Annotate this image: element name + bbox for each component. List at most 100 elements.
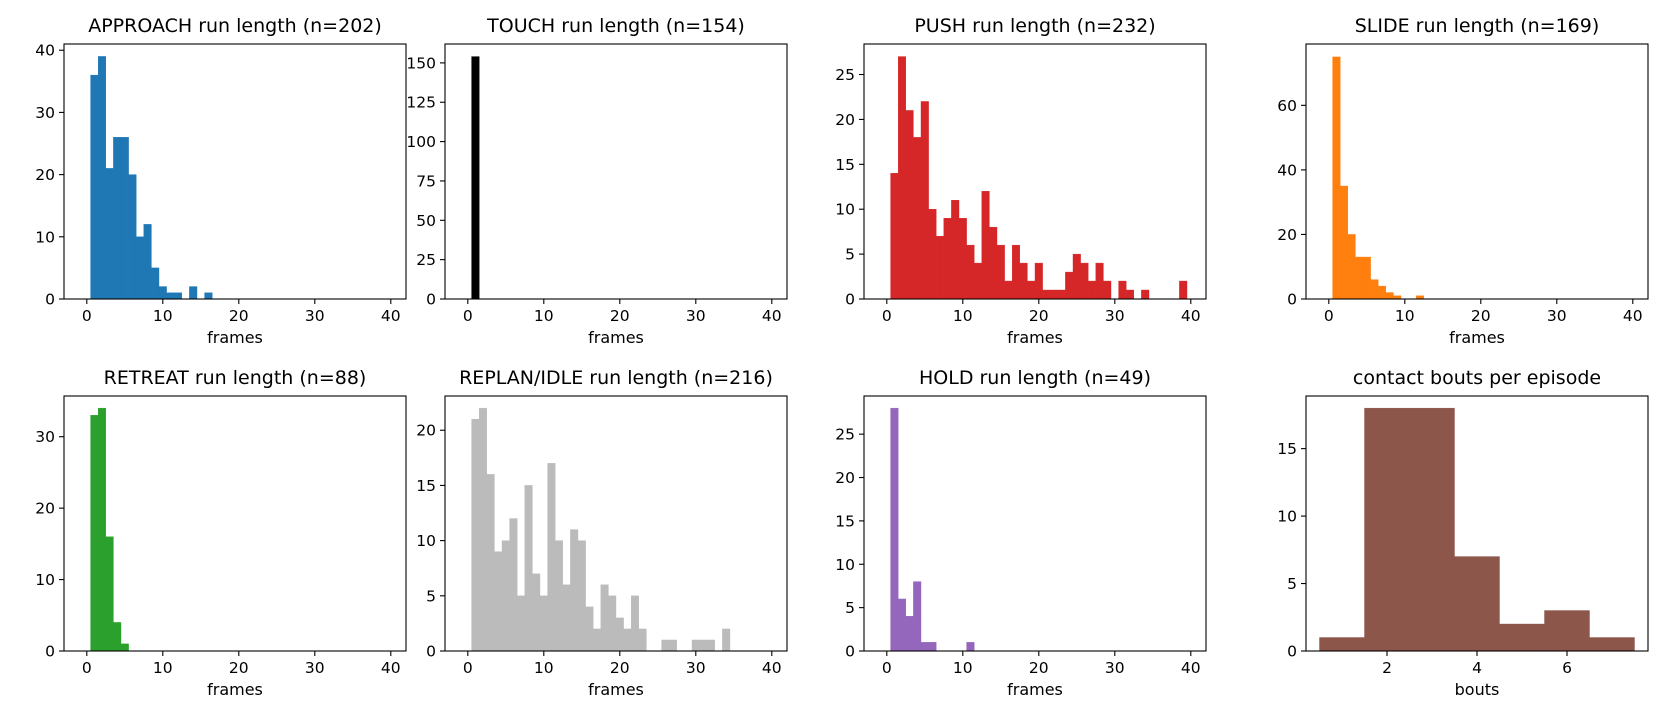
histogram-bars — [471, 56, 480, 300]
y-tick-label: 75 — [416, 172, 436, 190]
y-tick-label: 15 — [1277, 440, 1297, 458]
y-tick-label: 0 — [1287, 643, 1297, 661]
histogram-bar — [577, 540, 586, 652]
axes-frame — [63, 395, 407, 652]
histogram-bar — [1027, 280, 1036, 300]
histogram-bar — [1125, 289, 1134, 300]
y-tick-label: 10 — [416, 532, 436, 550]
y-tick-label: 10 — [35, 571, 55, 589]
histogram-bar — [996, 244, 1005, 300]
histogram-bar — [1103, 280, 1112, 300]
histogram-bar — [1141, 289, 1150, 300]
y-tick-label: 20 — [835, 111, 855, 129]
y-tick-label: 10 — [35, 228, 55, 246]
x-tick-label: 10 — [1395, 307, 1415, 325]
x-tick-label: 0 — [463, 307, 473, 325]
histogram-panel-2: 0 10 20 30 40 0 5 10 15 20 25 PUSH run length (n=23… — [835, 15, 1207, 347]
x-tick-label: 40 — [381, 659, 401, 677]
chart-title: RETREAT run length (n=88) — [104, 367, 367, 389]
x-tick-label: 0 — [463, 659, 473, 677]
histogram-bar — [623, 628, 632, 652]
y-tick-label: 0 — [45, 643, 55, 661]
y-tick-label: 40 — [1277, 161, 1297, 179]
histogram-bar — [1332, 56, 1341, 300]
histogram-panel-7: 2 4 6 0 5 10 15 contact bouts per episode bouts — [1277, 367, 1649, 699]
histogram-bar — [913, 137, 922, 300]
histogram-bar — [547, 463, 556, 652]
histogram-bar — [661, 639, 670, 652]
histogram-bars — [90, 407, 129, 652]
histogram-bar — [638, 628, 647, 652]
histogram-panel-4: 0 10 20 30 40 0 10 20 30 RETREAT run length (n=88… — [35, 367, 407, 699]
histogram-panel-6: 0 10 20 30 40 0 5 10 15 20 25 HOLD run length (n=49… — [835, 367, 1207, 699]
histogram-bar — [509, 518, 518, 652]
histogram-bar — [920, 101, 929, 300]
histogram-bar — [113, 622, 122, 652]
x-tick-label: 40 — [1181, 659, 1201, 677]
histogram-bars — [471, 407, 731, 652]
y-tick-label: 125 — [406, 94, 436, 112]
histogram-bar — [479, 407, 488, 652]
histogram-bar — [958, 217, 967, 300]
y-tick-label: 0 — [1287, 291, 1297, 309]
y-tick-label: 60 — [1277, 97, 1297, 115]
histogram-bar — [1019, 262, 1028, 300]
x-tick-label: 20 — [229, 659, 249, 677]
axes-frame — [863, 43, 1207, 300]
histogram-bar — [600, 584, 609, 652]
histogram-bar — [898, 598, 907, 652]
histogram-bar — [486, 474, 495, 652]
histogram-bar — [920, 642, 929, 652]
y-tick-label: 25 — [835, 426, 855, 444]
x-axis-label: frames — [207, 680, 263, 699]
histogram-bar — [524, 485, 533, 652]
histogram-bar — [951, 200, 960, 300]
histogram-bar — [1004, 280, 1013, 300]
histogram-bar — [974, 262, 983, 300]
y-tick-label: 20 — [835, 469, 855, 487]
x-tick-label: 6 — [1562, 659, 1572, 677]
x-tick-label: 20 — [610, 659, 630, 677]
x-tick-label: 30 — [686, 659, 706, 677]
y-tick-label: 20 — [35, 500, 55, 518]
histogram-bar — [1072, 253, 1081, 300]
x-tick-label: 10 — [953, 307, 973, 325]
y-tick-label: 10 — [835, 201, 855, 219]
histogram-bar — [615, 617, 624, 652]
histogram-bar — [691, 639, 700, 652]
histogram-bar — [936, 235, 945, 300]
histogram-bar — [128, 174, 137, 300]
y-tick-label: 30 — [35, 428, 55, 446]
histogram-bar — [151, 267, 160, 300]
histogram-bar — [1087, 280, 1096, 300]
histogram-bar — [173, 292, 182, 300]
histogram-bar — [989, 226, 998, 300]
histogram-bar — [189, 286, 198, 300]
histogram-bar — [898, 56, 907, 300]
y-tick-label: 15 — [835, 512, 855, 530]
histogram-bar — [593, 628, 602, 652]
histogram-bars — [890, 56, 1188, 300]
x-tick-label: 20 — [610, 307, 630, 325]
histogram-bar — [1454, 556, 1500, 652]
y-tick-label: 5 — [1287, 575, 1297, 593]
histogram-panel-5: 0 10 20 30 40 0 5 10 15 20 REPLAN/IDLE run length … — [416, 367, 788, 699]
histogram-bar — [1409, 407, 1455, 652]
histogram-bar — [555, 540, 564, 652]
chart-title: REPLAN/IDLE run length (n=216) — [459, 367, 773, 389]
y-tick-label: 0 — [426, 291, 436, 309]
histogram-bar — [943, 217, 952, 300]
histogram-bar — [532, 573, 541, 652]
histogram-bar — [570, 529, 579, 652]
histogram-bar — [1544, 610, 1590, 652]
y-tick-label: 150 — [406, 54, 436, 72]
axes-frame — [444, 43, 788, 300]
histogram-bar — [890, 173, 899, 300]
y-tick-label: 15 — [835, 156, 855, 174]
y-tick-label: 10 — [1277, 508, 1297, 526]
histogram-bar — [1339, 185, 1348, 300]
x-tick-label: 0 — [82, 659, 92, 677]
histogram-bar — [120, 643, 129, 652]
x-tick-label: 30 — [1105, 659, 1125, 677]
histogram-bar — [1385, 292, 1394, 300]
